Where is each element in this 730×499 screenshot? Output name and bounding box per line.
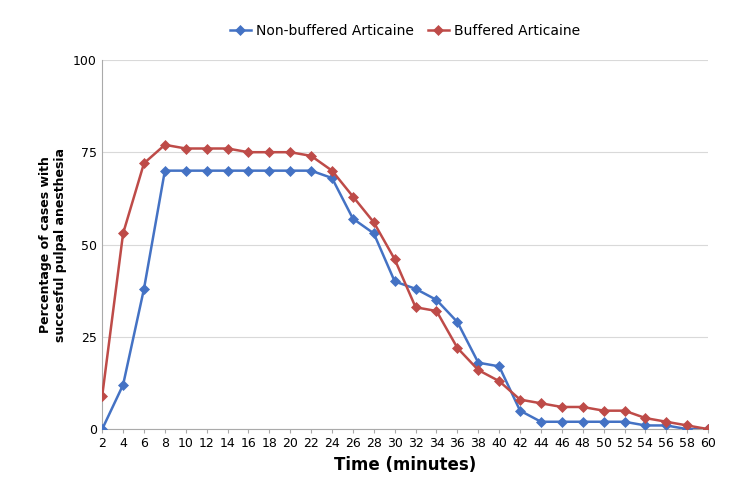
Non-buffered Articaine	[286, 168, 295, 174]
Buffered Articaine	[474, 367, 483, 373]
Buffered Articaine	[578, 404, 587, 410]
Non-buffered Articaine	[223, 168, 232, 174]
Non-buffered Articaine	[348, 216, 357, 222]
Non-buffered Articaine	[620, 419, 629, 425]
Non-buffered Articaine	[495, 363, 504, 369]
Buffered Articaine	[641, 415, 650, 421]
Buffered Articaine	[265, 149, 274, 155]
Y-axis label: Percentage of cases with
succesful pulpal anesthesia: Percentage of cases with succesful pulpa…	[39, 148, 67, 341]
X-axis label: Time (minutes): Time (minutes)	[334, 456, 476, 474]
Non-buffered Articaine	[558, 419, 566, 425]
Buffered Articaine	[683, 423, 691, 429]
Buffered Articaine	[369, 220, 378, 226]
Buffered Articaine	[704, 426, 712, 432]
Non-buffered Articaine	[328, 175, 337, 181]
Non-buffered Articaine	[683, 426, 691, 432]
Buffered Articaine	[139, 160, 148, 166]
Non-buffered Articaine	[139, 286, 148, 292]
Non-buffered Articaine	[432, 297, 441, 303]
Buffered Articaine	[307, 153, 315, 159]
Buffered Articaine	[244, 149, 253, 155]
Buffered Articaine	[558, 404, 566, 410]
Buffered Articaine	[223, 146, 232, 152]
Non-buffered Articaine	[578, 419, 587, 425]
Buffered Articaine	[453, 345, 462, 351]
Line: Non-buffered Articaine: Non-buffered Articaine	[99, 167, 712, 433]
Non-buffered Articaine	[307, 168, 315, 174]
Buffered Articaine	[161, 142, 169, 148]
Non-buffered Articaine	[662, 423, 671, 429]
Non-buffered Articaine	[474, 360, 483, 366]
Non-buffered Articaine	[515, 408, 524, 414]
Non-buffered Articaine	[599, 419, 608, 425]
Non-buffered Articaine	[537, 419, 545, 425]
Line: Buffered Articaine: Buffered Articaine	[99, 141, 712, 433]
Buffered Articaine	[181, 146, 190, 152]
Non-buffered Articaine	[244, 168, 253, 174]
Buffered Articaine	[411, 304, 420, 310]
Legend: Non-buffered Articaine, Buffered Articaine: Non-buffered Articaine, Buffered Articai…	[224, 19, 586, 44]
Non-buffered Articaine	[391, 278, 399, 284]
Buffered Articaine	[202, 146, 211, 152]
Buffered Articaine	[348, 194, 357, 200]
Buffered Articaine	[391, 256, 399, 262]
Non-buffered Articaine	[181, 168, 190, 174]
Non-buffered Articaine	[265, 168, 274, 174]
Non-buffered Articaine	[369, 231, 378, 237]
Non-buffered Articaine	[98, 426, 107, 432]
Non-buffered Articaine	[411, 286, 420, 292]
Buffered Articaine	[432, 308, 441, 314]
Non-buffered Articaine	[641, 423, 650, 429]
Buffered Articaine	[662, 419, 671, 425]
Buffered Articaine	[328, 168, 337, 174]
Non-buffered Articaine	[119, 382, 128, 388]
Buffered Articaine	[495, 378, 504, 384]
Buffered Articaine	[537, 400, 545, 406]
Non-buffered Articaine	[453, 319, 462, 325]
Buffered Articaine	[599, 408, 608, 414]
Buffered Articaine	[515, 397, 524, 403]
Non-buffered Articaine	[202, 168, 211, 174]
Buffered Articaine	[620, 408, 629, 414]
Buffered Articaine	[119, 231, 128, 237]
Buffered Articaine	[98, 393, 107, 399]
Buffered Articaine	[286, 149, 295, 155]
Non-buffered Articaine	[704, 426, 712, 432]
Non-buffered Articaine	[161, 168, 169, 174]
